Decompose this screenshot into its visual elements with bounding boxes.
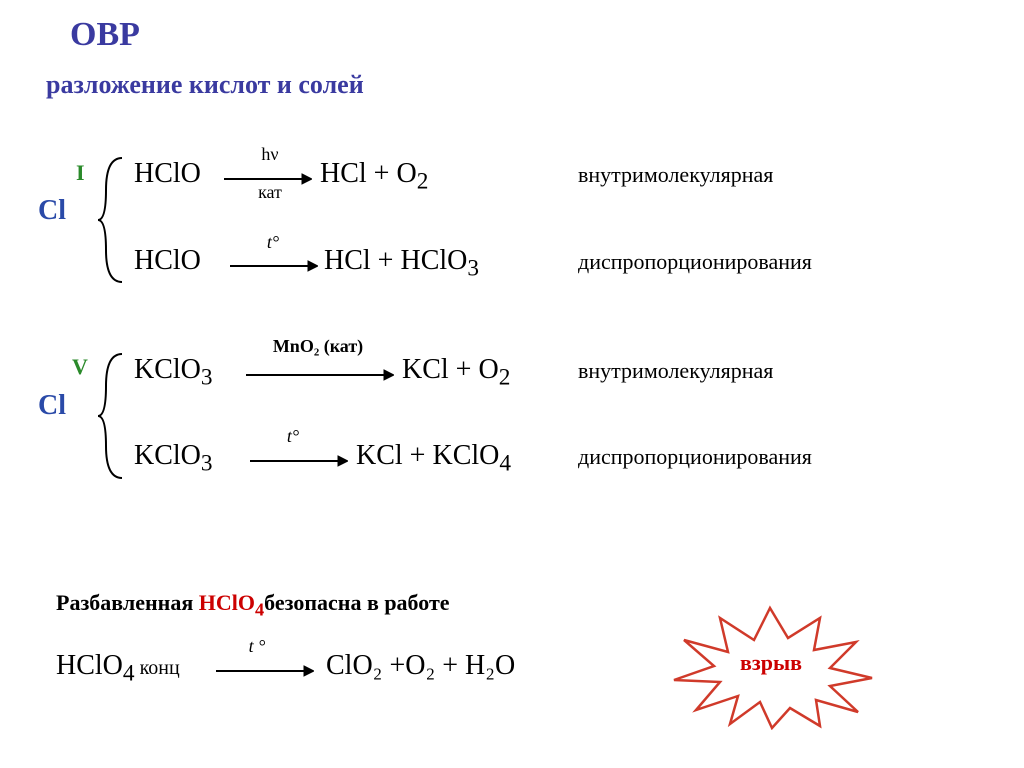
element-1: Cl	[38, 195, 66, 227]
rb-lhs-post: конц	[135, 657, 180, 679]
r1-cond-bot: кат	[240, 182, 300, 203]
r4-rhs: KCl + KClO4	[356, 440, 511, 478]
r3-lhs: KClO3	[134, 354, 213, 392]
rb-rhs: ClO₂ +O₂ + H₂O	[326, 650, 515, 682]
r1-type: внутримолекулярная	[578, 162, 773, 188]
r1-rhs: HCl + O2	[320, 158, 428, 196]
note-pre: Разбавленная	[56, 590, 199, 615]
rb-cond: t °	[232, 636, 282, 657]
element-2: Cl	[38, 390, 66, 422]
ox-state-2: V	[72, 354, 88, 380]
r4-rhs-sub: 4	[499, 451, 511, 477]
r2-arrow	[228, 259, 318, 273]
r1-rhs-sub: 2	[417, 169, 429, 195]
r3-lhs-sub: 3	[201, 365, 213, 391]
r3-cond-top: MnO₂ (кат)	[248, 336, 388, 357]
note-mid-sub: 4	[255, 599, 264, 619]
r2-type: диспропорционирования	[578, 249, 812, 275]
r4-lhs-text: KClO	[134, 440, 201, 471]
subtitle: разложение кислот и солей	[46, 70, 364, 100]
safety-note: Разбавленная HClO4безопасна в работе	[56, 590, 450, 620]
r1-cond-top: hν	[240, 144, 300, 165]
r3-lhs-text: KClO	[134, 354, 201, 385]
ox-state-1: I	[76, 160, 85, 186]
r3-type: внутримолекулярная	[578, 358, 773, 384]
r2-lhs: HClO	[134, 245, 201, 277]
r2-rhs: HCl + HClO3	[324, 245, 479, 283]
r4-lhs-sub: 3	[201, 451, 213, 477]
r2-rhs-sub: 3	[467, 256, 479, 282]
rb-arrow	[214, 664, 314, 678]
r3-rhs-sub: 2	[499, 365, 511, 391]
explosion-label: взрыв	[740, 650, 802, 676]
rb-lhs-sub1: 4	[123, 661, 135, 687]
r2-rhs-text: HCl + HClO	[324, 245, 467, 276]
r4-arrow	[248, 454, 348, 468]
r3-rhs: KCl + O2	[402, 354, 510, 392]
r4-cond-top: t°	[268, 426, 318, 447]
r4-lhs: KClO3	[134, 440, 213, 478]
note-mid: HClO	[199, 590, 255, 615]
note-post: безопасна в работе	[264, 590, 449, 615]
r4-rhs-text: KCl + KClO	[356, 440, 499, 471]
r1-lhs: HClO	[134, 158, 201, 190]
rb-lhs: HClO4 конц	[56, 650, 180, 688]
r2-cond-top: t°	[248, 232, 298, 253]
rb-lhs-text: HClO	[56, 650, 123, 681]
r4-type: диспропорционирования	[578, 444, 812, 470]
r1-rhs-text: HCl + O	[320, 158, 417, 189]
r3-rhs-text: KCl + O	[402, 354, 499, 385]
brace-2	[96, 346, 126, 486]
r3-arrow	[244, 368, 394, 382]
page-title: ОВР	[70, 16, 140, 54]
brace-1	[96, 150, 126, 290]
